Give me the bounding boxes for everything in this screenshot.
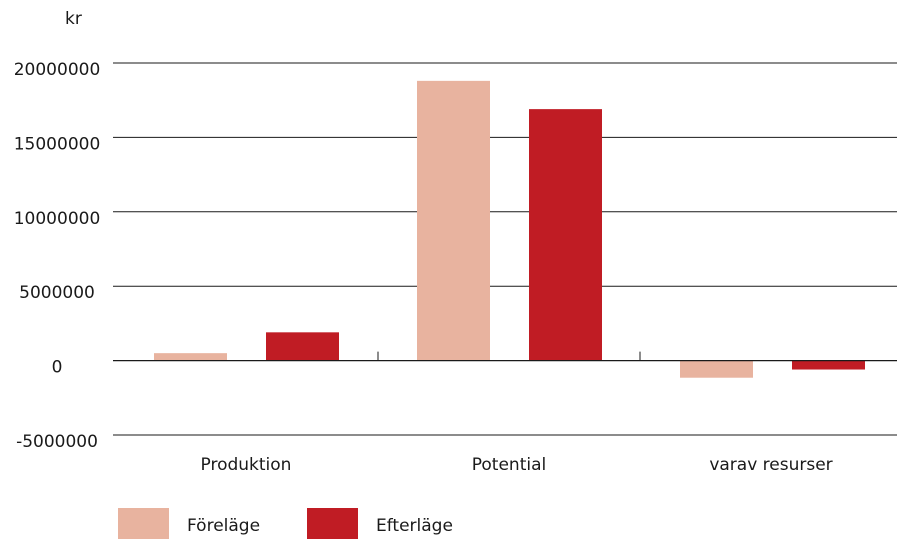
- legend-swatch: [307, 508, 358, 539]
- bar: [266, 332, 339, 361]
- legend-label: Efterläge: [376, 516, 453, 536]
- y-tick-label: -5000000: [16, 432, 98, 452]
- bar: [154, 353, 227, 361]
- legend-swatch: [118, 508, 169, 539]
- y-tick-label: 20000000: [14, 60, 101, 80]
- y-tick-label: 15000000: [14, 134, 101, 154]
- legend-label: Föreläge: [187, 516, 260, 536]
- bars: [154, 80, 865, 378]
- category-labels: Produktion Potential varav resurser: [201, 455, 833, 475]
- category-label: Produktion: [201, 455, 292, 475]
- legend: Föreläge Efterläge: [118, 508, 453, 539]
- category-label: varav resurser: [709, 455, 832, 475]
- bar: [529, 109, 602, 361]
- y-tick-label: 5000000: [19, 283, 95, 303]
- gridlines: [113, 62, 897, 436]
- y-axis-unit-label: kr: [65, 9, 82, 29]
- y-tick-labels: 20000000 15000000 10000000 5000000 0 -5000000: [14, 60, 101, 452]
- bar: [680, 360, 753, 378]
- zero-axis: [113, 351, 897, 362]
- bar: [417, 80, 490, 361]
- category-label: Potential: [472, 455, 546, 475]
- y-tick-label: 0: [52, 358, 63, 378]
- bar: [792, 360, 865, 370]
- y-tick-label: 10000000: [14, 209, 101, 229]
